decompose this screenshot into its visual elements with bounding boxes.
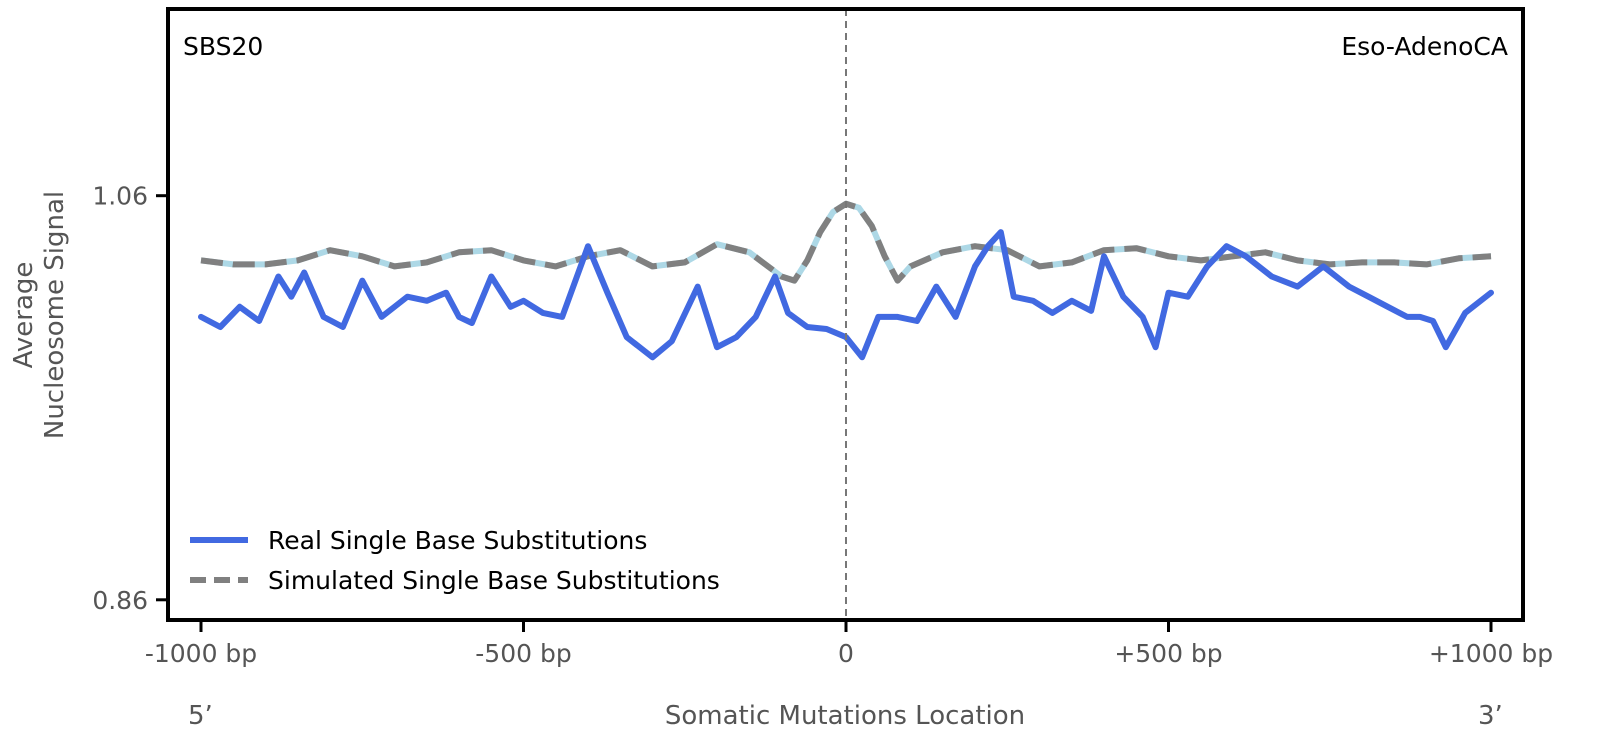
y-axis-title-line2: Nucleosome Signal bbox=[40, 191, 70, 439]
x-tick-label: +1000 bp bbox=[1429, 639, 1553, 668]
five-prime-label: 5’ bbox=[188, 701, 213, 731]
legend-label-real: Real Single Base Substitutions bbox=[268, 526, 647, 555]
cancer-type-label: Eso-AdenoCA bbox=[1341, 32, 1508, 61]
three-prime-label: 3’ bbox=[1478, 701, 1503, 731]
x-tick-label: 0 bbox=[838, 639, 854, 668]
signature-label: SBS20 bbox=[183, 32, 263, 61]
x-axis-title: Somatic Mutations Location bbox=[665, 701, 1025, 731]
x-tick-label: -500 bp bbox=[475, 639, 571, 668]
y-tick-label: 1.06 bbox=[92, 182, 148, 211]
x-tick-label: +500 bp bbox=[1114, 639, 1222, 668]
y-tick-label: 0.86 bbox=[92, 586, 148, 615]
x-tick-label: -1000 bp bbox=[145, 639, 257, 668]
y-axis-title-line1: Average bbox=[9, 262, 39, 369]
legend-label-simulated: Simulated Single Base Substitutions bbox=[268, 566, 720, 595]
legend: Real Single Base Substitutions Simulated… bbox=[190, 526, 720, 595]
